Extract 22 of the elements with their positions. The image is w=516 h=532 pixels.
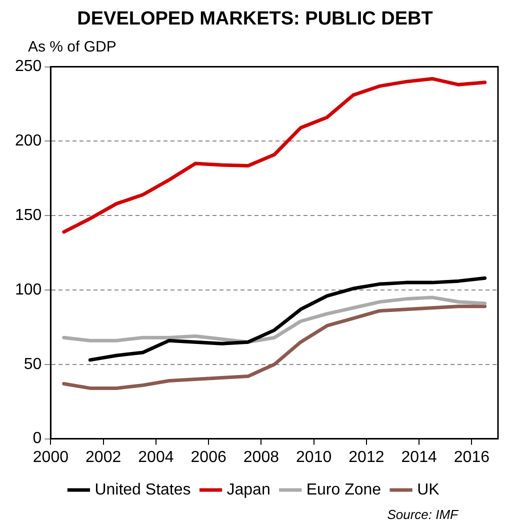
y-tick-label: 200 (14, 132, 42, 150)
x-tick-label: 2014 (401, 448, 437, 466)
x-tick-label: 2016 (454, 448, 490, 466)
x-tick-label: 2008 (243, 448, 280, 466)
legend-label: United States (94, 481, 191, 498)
y-tick-label: 150 (14, 207, 42, 224)
chart-title: DEVELOPED MARKETS: PUBLIC DEBT (77, 8, 434, 30)
y-tick-label: 50 (24, 356, 42, 373)
x-tick-label: 2000 (32, 448, 69, 466)
x-tick-label: 2006 (190, 448, 226, 466)
legend-label: Japan (226, 481, 270, 498)
y-tick-label: 0 (32, 430, 42, 448)
x-tick-label: 2002 (86, 448, 122, 466)
legend-label: UK (417, 481, 440, 498)
legend-label: Euro Zone (306, 481, 382, 498)
x-tick-label: 2004 (138, 448, 174, 466)
y-axis-title: As % of GDP (28, 38, 116, 56)
x-tick-label: 2012 (348, 448, 384, 466)
source-note: Source: IMF (387, 507, 460, 522)
y-tick-label: 100 (14, 281, 42, 298)
y-tick-label: 250 (14, 58, 42, 76)
x-tick-label: 2010 (296, 448, 332, 466)
